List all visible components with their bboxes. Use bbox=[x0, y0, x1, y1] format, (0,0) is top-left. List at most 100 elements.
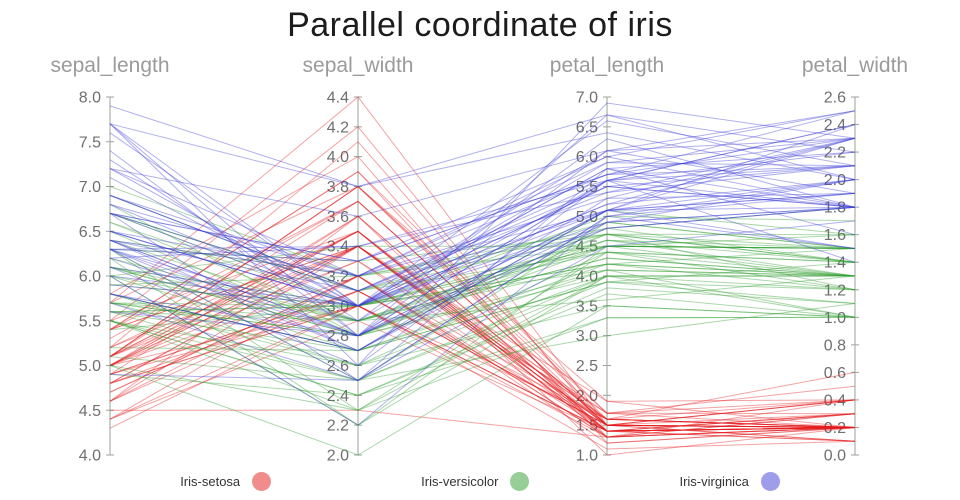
tick-label: 2.4 bbox=[327, 388, 349, 405]
data-line bbox=[109, 206, 856, 307]
data-line bbox=[109, 206, 856, 286]
data-line bbox=[109, 200, 856, 426]
data-line bbox=[109, 186, 856, 277]
tick-label: 0.8 bbox=[824, 337, 846, 354]
legend-item-iris-virginica[interactable]: Iris-virginica bbox=[679, 472, 780, 491]
data-line bbox=[109, 260, 856, 432]
data-line bbox=[109, 245, 856, 313]
data-line bbox=[109, 269, 856, 352]
data-line bbox=[109, 230, 856, 420]
data-line bbox=[109, 275, 856, 438]
data-line bbox=[109, 137, 856, 307]
tick-label: 2.6 bbox=[327, 358, 349, 375]
data-line bbox=[109, 168, 856, 382]
tick-label: 1.6 bbox=[824, 227, 846, 244]
tick-label: 4.5 bbox=[79, 403, 101, 420]
tick-label: 3.4 bbox=[327, 239, 349, 256]
data-line bbox=[109, 245, 856, 337]
data-line bbox=[109, 245, 856, 428]
legend-marker-setosa-icon bbox=[252, 472, 272, 491]
data-line bbox=[109, 305, 856, 432]
tick-label: 1.8 bbox=[824, 200, 846, 217]
data-line bbox=[109, 192, 856, 352]
data-line bbox=[109, 206, 856, 337]
data-line bbox=[109, 185, 856, 307]
data-line bbox=[109, 192, 856, 352]
tick-label: 4.0 bbox=[327, 149, 349, 166]
data-line bbox=[109, 185, 856, 426]
tick-label: 2.4 bbox=[824, 117, 846, 134]
data-line bbox=[109, 290, 856, 428]
data-line bbox=[109, 170, 856, 438]
tick-label: 0.4 bbox=[824, 392, 846, 409]
data-line bbox=[109, 212, 856, 292]
data-line bbox=[109, 316, 856, 396]
data-line bbox=[109, 302, 856, 367]
data-line bbox=[109, 303, 856, 381]
data-line bbox=[109, 275, 855, 411]
data-line bbox=[109, 102, 856, 367]
tick-label: 2.6 bbox=[824, 90, 846, 107]
data-line bbox=[109, 275, 856, 432]
tick-label: 2.2 bbox=[327, 418, 349, 435]
data-line bbox=[109, 245, 856, 432]
legend-label: Iris-setosa bbox=[180, 474, 241, 489]
data-line bbox=[109, 230, 856, 432]
data-line bbox=[109, 305, 856, 442]
tick-label: 2.0 bbox=[824, 172, 846, 189]
data-line bbox=[109, 320, 856, 432]
tick-label: 2.8 bbox=[327, 328, 349, 345]
data-line bbox=[109, 230, 856, 438]
tick-label: 6.5 bbox=[79, 224, 101, 241]
tick-label: 2.5 bbox=[576, 358, 598, 375]
data-line bbox=[109, 234, 856, 277]
axis-title-petal-width: petal_width bbox=[801, 54, 909, 77]
data-line bbox=[109, 251, 856, 367]
tick-label: 4.0 bbox=[576, 269, 598, 286]
data-line bbox=[109, 245, 856, 428]
tick-label: 4.2 bbox=[327, 119, 349, 136]
tick-label: 4.0 bbox=[79, 448, 101, 465]
tick-label: 1.4 bbox=[824, 255, 846, 272]
tick-label: 7.0 bbox=[79, 179, 101, 196]
data-line bbox=[109, 290, 856, 428]
tick-label: 8.0 bbox=[79, 90, 101, 107]
data-line bbox=[109, 305, 856, 432]
data-line bbox=[109, 212, 856, 307]
data-line bbox=[109, 162, 856, 307]
data-line bbox=[109, 275, 856, 367]
data-line bbox=[109, 275, 856, 322]
tick-label: 3.2 bbox=[327, 269, 349, 286]
data-line bbox=[109, 168, 856, 307]
data-line bbox=[109, 203, 856, 337]
data-line bbox=[109, 239, 856, 322]
data-line bbox=[109, 150, 856, 337]
data-line bbox=[109, 151, 856, 337]
legend-item-iris-setosa[interactable]: Iris-setosa bbox=[180, 472, 272, 491]
data-line bbox=[109, 110, 856, 262]
data-line bbox=[109, 156, 856, 444]
data-line bbox=[109, 290, 856, 442]
data-line bbox=[109, 266, 855, 337]
data-line bbox=[109, 185, 856, 402]
data-line bbox=[109, 245, 856, 428]
data-line bbox=[109, 209, 856, 352]
data-line bbox=[109, 138, 856, 322]
data-line bbox=[109, 179, 856, 307]
legend: Iris-setosa Iris-versicolor Iris-virgini… bbox=[0, 472, 960, 491]
tick-label: 3.6 bbox=[327, 209, 349, 226]
data-line bbox=[109, 239, 856, 307]
data-line bbox=[109, 287, 856, 396]
chart-title: Parallel coordinate of iris bbox=[287, 6, 673, 44]
data-line bbox=[109, 257, 856, 322]
data-line bbox=[109, 165, 856, 337]
data-line bbox=[109, 221, 856, 381]
tick-label: 3.0 bbox=[576, 328, 598, 345]
tick-label: 6.5 bbox=[576, 119, 598, 136]
data-line bbox=[109, 200, 856, 428]
tick-label: 1.5 bbox=[576, 418, 598, 435]
legend-item-iris-versicolor[interactable]: Iris-versicolor bbox=[421, 472, 530, 491]
legend-marker-virginica-icon bbox=[760, 472, 780, 491]
tick-label: 6.0 bbox=[576, 149, 598, 166]
